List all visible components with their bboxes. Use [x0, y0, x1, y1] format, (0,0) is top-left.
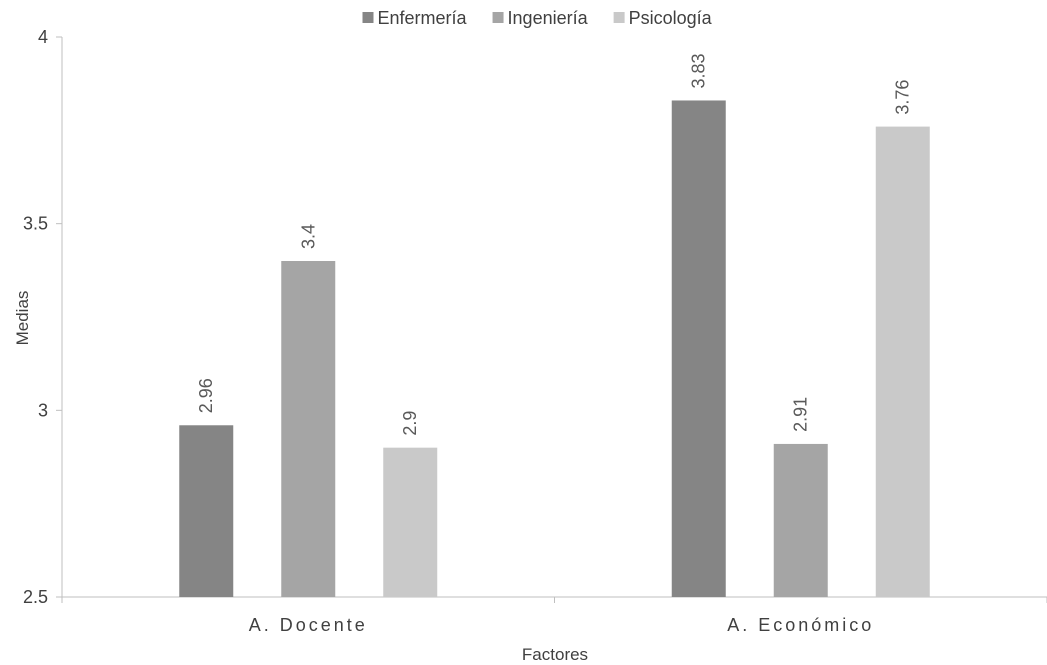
x-category-label: A. Docente [249, 615, 368, 635]
x-category-label: A. Económico [727, 615, 874, 635]
y-axis: 2.5 3 3.5 4 [23, 27, 63, 607]
data-label: 2.9 [400, 411, 420, 436]
legend-label: Enfermería [378, 8, 468, 28]
bar [281, 261, 336, 597]
bar [179, 425, 234, 597]
legend-label: Ingeniería [508, 8, 589, 28]
data-labels: 2.96 3.83 3.4 2.91 2.9 3.76 [196, 53, 913, 435]
bar [671, 100, 726, 597]
data-label: 3.4 [298, 224, 318, 249]
legend-swatch [362, 12, 374, 23]
data-label: 2.91 [791, 397, 811, 432]
data-label: 3.76 [893, 80, 913, 115]
y-tick-label: 4 [38, 27, 48, 47]
y-tick-label: 3 [38, 400, 48, 420]
bar [875, 126, 930, 597]
y-tick-label: 2.5 [23, 587, 48, 607]
data-label: 3.83 [689, 53, 709, 88]
bar [383, 447, 438, 597]
x-axis-title: Factores [522, 645, 588, 664]
y-axis-title: Medias [13, 291, 32, 346]
bars [179, 100, 930, 597]
data-label: 2.96 [196, 378, 216, 413]
legend-swatch [613, 12, 625, 23]
legend-label: Psicología [629, 8, 713, 28]
bar [773, 443, 828, 597]
y-tick-label: 3.5 [23, 214, 48, 234]
x-axis: A. Docente A. Económico [61, 596, 1047, 635]
legend-swatch [492, 12, 504, 23]
legend: Enfermería Ingeniería Psicología [362, 8, 713, 28]
